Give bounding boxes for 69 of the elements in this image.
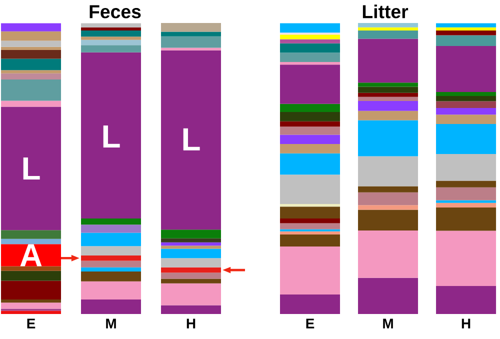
bar [161, 305, 222, 314]
bar [280, 23, 340, 33]
bar [436, 207, 496, 231]
annotation: L [183, 128, 200, 150]
chart-title: Litter [362, 4, 408, 18]
bar [280, 43, 340, 53]
bar [81, 218, 142, 225]
bar [1, 23, 62, 32]
bar [81, 272, 142, 282]
bar [280, 231, 340, 235]
bar [1, 46, 62, 50]
bar [1, 50, 62, 59]
bar [436, 46, 496, 92]
x-tick-label: H [462, 318, 470, 328]
bar [358, 82, 418, 87]
bar [358, 22, 418, 28]
x-tick-label: M [106, 318, 116, 328]
bar [358, 86, 418, 93]
bar [358, 210, 418, 230]
bar [1, 238, 62, 244]
bar [280, 246, 340, 294]
bar [436, 286, 496, 314]
bar [1, 230, 62, 239]
bar [81, 224, 142, 233]
bar [81, 40, 142, 46]
bar [358, 278, 418, 314]
bar [280, 294, 340, 314]
bar [1, 310, 62, 314]
bar [1, 270, 62, 281]
bar [161, 278, 222, 284]
bar [358, 38, 418, 83]
bar [81, 52, 142, 219]
bar [436, 200, 496, 203]
bar [280, 234, 340, 246]
bar [81, 30, 142, 37]
bar [161, 238, 222, 242]
bar [161, 283, 222, 306]
annotation: L [103, 125, 120, 148]
bar [1, 73, 62, 80]
bar [1, 106, 62, 230]
bar [436, 96, 496, 102]
annotation: A [20, 244, 42, 266]
annotation: L [23, 157, 40, 180]
bar [436, 187, 496, 200]
bar [358, 205, 418, 210]
bar [358, 30, 418, 39]
bar [1, 266, 62, 271]
bar [81, 299, 142, 314]
bar [280, 39, 340, 44]
bar [436, 202, 496, 208]
x-tick-label: E [27, 318, 36, 328]
bar [161, 32, 222, 36]
bar [280, 34, 340, 40]
bar [280, 204, 340, 207]
bar [1, 31, 62, 41]
chart-title: Feces [90, 5, 141, 18]
bar [358, 230, 418, 278]
bar [436, 101, 496, 108]
bar [436, 230, 496, 286]
bar [81, 281, 142, 300]
x-tick-label: M [383, 318, 393, 328]
x-tick-label: H [186, 318, 196, 328]
bar [1, 40, 62, 47]
bar [280, 223, 340, 230]
bar [436, 35, 496, 46]
x-tick-label: E [306, 318, 314, 328]
bar [436, 92, 496, 96]
bar [280, 52, 340, 62]
bar [161, 22, 222, 32]
